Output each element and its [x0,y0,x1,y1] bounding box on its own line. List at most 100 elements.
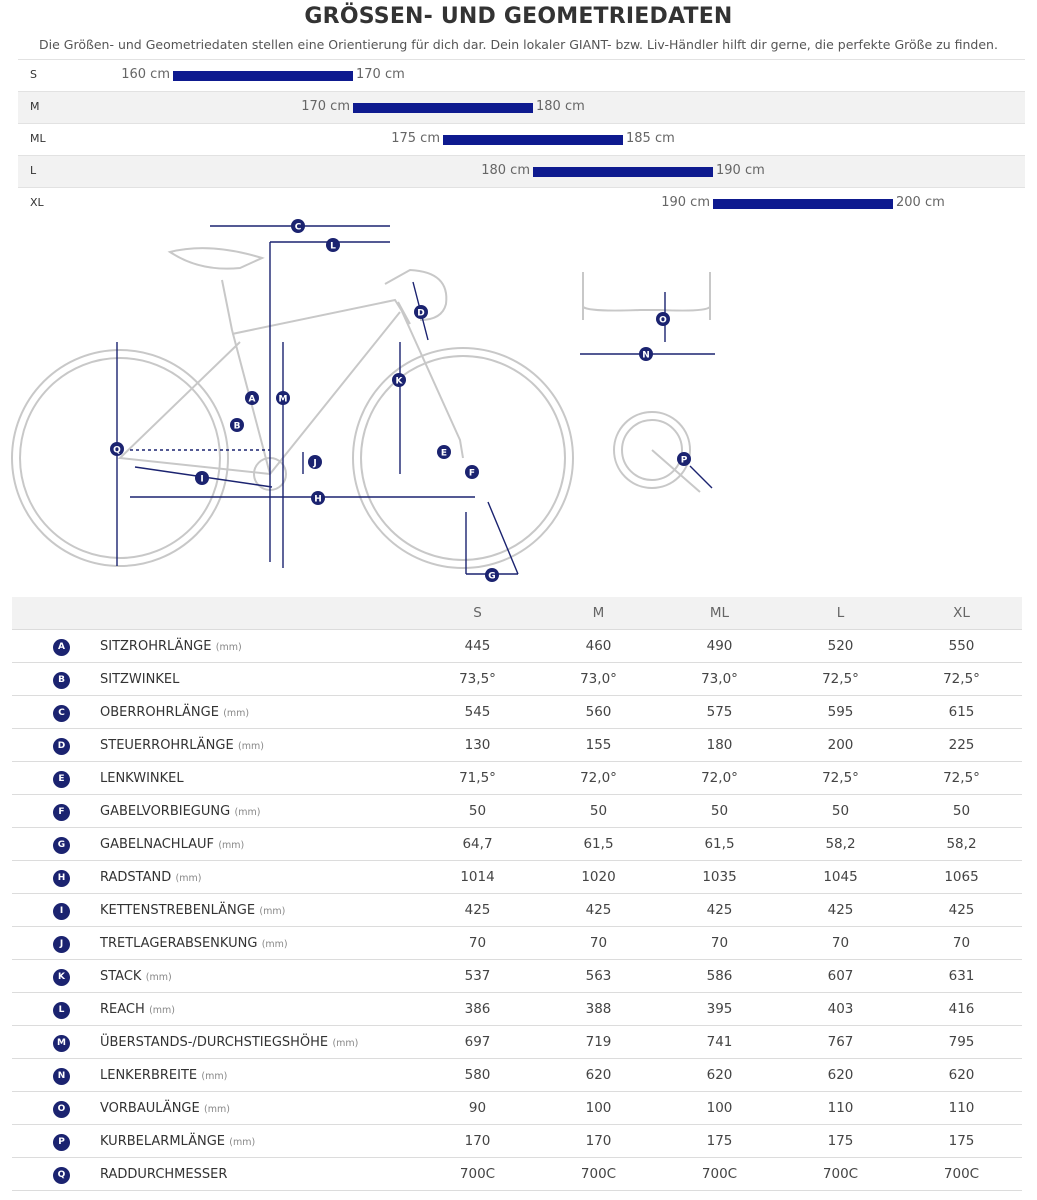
value-cell: 180 [659,728,780,762]
diagram-badge [291,219,305,233]
size-row: XL 190 cm 200 cm [18,187,1025,219]
value-cell: 72,5° [901,761,1022,795]
row-unit: (mm) [145,972,172,983]
bike-drawing [19,357,221,559]
row-name: TRETLAGERABSENKUNG [100,936,258,951]
header-row: S M ML L XL [12,597,1022,630]
value-cell: 586 [659,959,780,993]
geometry-table: S M ML L XL A SITZROHRLÄNGE (mm) 445 460 490 520 55… [12,597,1022,1191]
diagram-badge [110,442,124,456]
letter-badge: D [53,737,70,755]
letter-badge: P [53,1133,70,1151]
name-cell: VORBAULÄNGE (mm) [100,1091,417,1125]
value-cell: 520 [780,629,901,663]
diagram-badge [485,568,499,582]
letter-cell: G [12,827,100,861]
bike-drawing [11,349,229,567]
value-cell: 110 [901,1091,1022,1125]
row-name: GABELVORBIEGUNG [100,804,231,819]
value-cell: 631 [901,959,1022,993]
letter-cell: K [12,959,100,993]
page-subtitle: Die Größen- und Geometriedaten stellen e… [39,37,998,52]
value-cell: 64,7 [417,827,538,861]
range-from-label: 180 cm [481,163,530,178]
letter-badge: B [53,671,70,689]
value-cell: 73,0° [659,662,780,696]
diagram-badge [326,238,340,252]
value-cell: 72,0° [659,761,780,795]
value-cell: 50 [538,794,659,828]
value-cell: 155 [538,728,659,762]
value-cell: 425 [901,893,1022,927]
value-cell: 1014 [417,860,538,894]
value-cell: 71,5° [417,761,538,795]
letter-badge: E [53,770,70,788]
size-label: XL [30,196,44,209]
diagram-letter: J [312,459,316,469]
diagram-letter: Q [113,446,121,456]
table-row: A SITZROHRLÄNGE (mm) 445 460 490 520 550 [12,629,1022,663]
value-cell: 425 [538,893,659,927]
value-cell: 70 [659,926,780,960]
diagram-letter: D [417,309,424,319]
row-name: ÜBERSTANDS-/DURCHSTIEGSHÖHE [100,1035,329,1050]
value-cell: 575 [659,695,780,729]
diagram-letter: A [249,395,256,405]
value-cell: 170 [538,1124,659,1158]
row-unit: (mm) [238,741,264,752]
table-row: G GABELNACHLAUF (mm) 64,7 61,5 61,5 58,2 58,2 [12,827,1022,861]
letter-cell: B [12,662,100,696]
size-row: S 160 cm 170 cm [18,59,1025,91]
letter-cell: F [12,794,100,828]
diagram-badge [639,347,653,361]
diagram-badge [245,391,259,405]
value-cell: 607 [780,959,901,993]
range-bar [443,135,623,145]
value-cell: 100 [538,1091,659,1125]
bike-drawing [11,247,711,569]
letter-cell: N [12,1058,100,1092]
diagram-badge [437,445,451,459]
size-row: ML 175 cm 185 cm [18,123,1025,155]
value-cell: 700C [538,1157,659,1191]
row-unit: (mm) [175,873,202,884]
row-unit: (mm) [259,906,286,917]
value-cell: 700C [780,1157,901,1191]
name-cell: REACH (mm) [100,992,417,1026]
diagram-badge [195,471,209,485]
value-cell: 72,5° [780,662,901,696]
range-to-label: 180 cm [536,99,585,114]
range-from-label: 170 cm [301,99,350,114]
diagram-letter: I [200,475,203,485]
row-name: VORBAULÄNGE [100,1101,200,1116]
diagram-letter: K [396,377,404,387]
value-cell: 175 [780,1124,901,1158]
name-cell: KURBELARMLÄNGE (mm) [100,1124,417,1158]
name-cell: LENKERBREITE (mm) [100,1058,417,1092]
bike-drawing [613,411,691,489]
letter-badge: F [53,803,70,821]
value-cell: 767 [780,1025,901,1059]
letter-cell: M [12,1025,100,1059]
value-cell: 395 [659,992,780,1026]
row-name: LENKERBREITE [100,1068,198,1083]
value-cell: 72,0° [538,761,659,795]
name-cell: KETTENSTREBENLÄNGE (mm) [100,893,417,927]
value-cell: 1020 [538,860,659,894]
value-cell: 580 [417,1058,538,1092]
row-name: RADDURCHMESSER [100,1167,228,1182]
name-cell: RADSTAND (mm) [100,860,417,894]
diagram-badge [311,491,325,505]
name-cell: SITZROHRLÄNGE (mm) [100,629,417,663]
table-row: M ÜBERSTANDS-/DURCHSTIEGSHÖHE (mm) 697 719 7… [12,1025,1022,1059]
table-row: F GABELVORBIEGUNG (mm) 50 50 50 50 50 [12,794,1022,828]
row-unit: (mm) [201,1071,228,1082]
value-cell: 58,2 [780,827,901,861]
bike-drawing [167,247,265,270]
bike-drawing [582,272,711,320]
size-label: S [30,68,37,81]
range-bar [173,71,353,81]
diagram-letter: C [295,223,302,233]
value-cell: 719 [538,1025,659,1059]
